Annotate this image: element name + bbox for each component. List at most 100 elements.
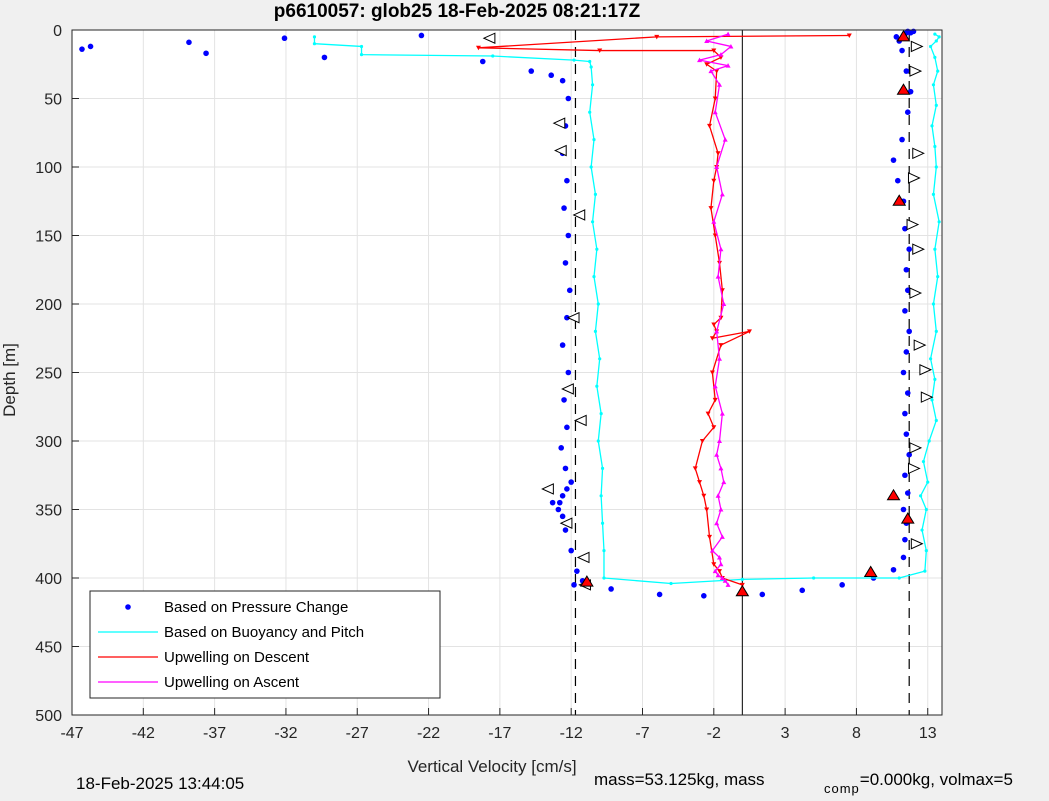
buoyancy-point [602,549,606,553]
buoyancy-point [928,357,933,361]
reference-lines [574,30,910,715]
pressure-point [321,54,328,61]
buoyancy-point [933,32,937,36]
buoyancy-point [312,42,317,46]
pressure-point [559,77,566,84]
buoyancy-point [491,54,495,58]
pressure-point [900,554,907,561]
descent-marker [718,315,724,321]
pressure-point [906,328,912,335]
buoyancy-point [919,494,923,498]
descent-direction-marker [576,551,590,564]
y-tick-label: 0 [53,23,62,40]
ascent-marker [715,572,721,578]
legend-label: Based on Pressure Change [164,599,348,616]
buoyancy-point [923,569,927,573]
ascent-marker [714,520,720,526]
buoyancy-point [921,459,926,464]
buoyancy-point [588,59,592,64]
descent-direction-marker [561,383,574,395]
buoyancy-point [572,58,576,62]
ascent-marker [717,554,723,560]
x-tick-label: -22 [417,725,440,742]
footer-comp-subscript: comp [824,781,860,796]
pressure-point [900,369,907,376]
buoyancy-point [934,329,938,333]
pressure-point [899,136,905,143]
ascent-direction-marker [910,537,924,550]
inflection-marker [896,83,911,95]
ascent-marker [717,356,723,361]
ascent-marker [712,109,718,115]
ascent-marker [719,534,725,539]
series-line [477,34,850,592]
ascent-marker [717,82,723,87]
legend-box [89,590,441,699]
descent-direction-marker [572,209,586,221]
descent-marker [654,34,660,40]
ascent-marker [722,137,728,142]
pressure-point [186,39,192,46]
pressure-point [479,58,486,65]
x-tick-label: 3 [781,725,790,742]
ascent-marker [721,479,727,485]
y-tick-label: 500 [35,708,62,725]
descent-marker [712,397,718,403]
grid-lines [71,29,942,716]
ascent-marker [697,57,703,63]
pressure-point [904,287,911,294]
descent-marker [701,493,707,499]
descent-direction-marker [482,32,496,44]
pressure-point [839,582,845,588]
buoyancy-point [931,192,936,196]
buoyancy-point [602,576,606,580]
ascent-marker [722,578,728,583]
buoyancy-point [600,466,605,470]
axis-ticks: -47 -42 -37 -32 -27 -22 -17 -12 -7 -2 3 8 13 0 50 100 15… [35,23,936,742]
pressure-point [902,472,908,479]
footer-comp: =0.000kg, volmax=5 [859,770,1013,789]
buoyancy-point [595,247,599,251]
y-tick-label: 50 [44,92,62,109]
footer-comp-info: comp=0.000kg, volmax=5 [824,770,1013,796]
pressure-point [906,246,912,252]
footer-timestamp: 18-Feb-2025 13:44:05 [76,774,245,793]
descent-direction-marker [541,483,554,495]
buoyancy-point [926,480,930,484]
buoyancy-point [936,275,940,279]
buoyancy-point [590,83,595,87]
descent-direction-marker [553,144,567,157]
pressure-point [902,225,908,232]
x-tick-label: -7 [635,725,649,742]
buoyancy-point [936,69,940,73]
pressure-point [904,390,911,396]
descent-marker [718,343,724,348]
pressure-point [799,587,806,594]
buoyancy-point [596,439,600,443]
pressure-point [903,266,910,273]
pressure-point [902,410,908,417]
buoyancy-point [740,577,744,581]
ascent-marker [711,219,717,224]
inflection-marker [886,488,901,501]
descent-marker [846,33,852,38]
buoyancy-point [924,549,928,553]
x-tick-label: -42 [132,725,155,742]
descent-direction-marker [573,414,587,427]
inflection-marker [579,575,594,587]
ascent-marker [719,411,725,416]
y-tick-label: 450 [35,640,62,657]
descent-marker [712,96,718,101]
buoyancy-point [933,144,937,149]
descent-marker [711,425,717,430]
pressure-point [562,527,569,533]
pressure-point [900,506,907,513]
inflection-marker [896,29,911,42]
pressure-point [561,397,567,403]
ascent-marker [718,246,724,252]
pressure-point [566,287,573,294]
pressure-point [281,35,288,42]
pressure-point [565,232,572,239]
buoyancy-point [593,329,598,333]
buoyancy-point [934,39,938,43]
